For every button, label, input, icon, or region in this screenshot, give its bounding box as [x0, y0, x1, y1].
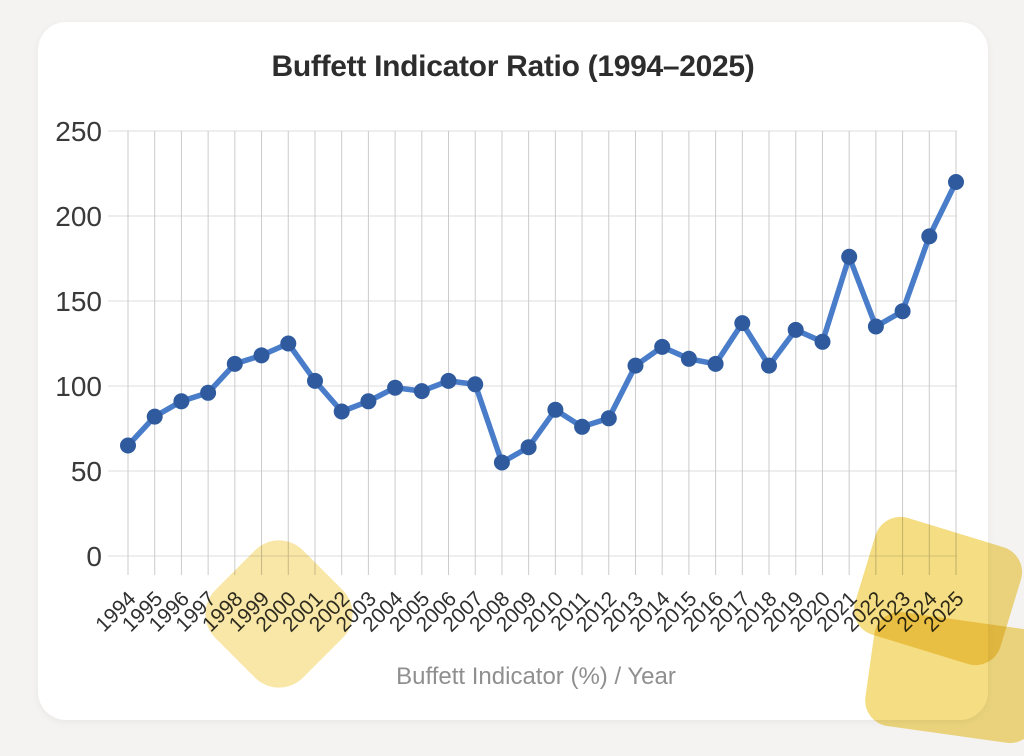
data-point-2024	[921, 228, 938, 245]
data-point-1996	[173, 393, 190, 410]
data-point-2008	[493, 454, 510, 471]
data-point-2000	[280, 335, 297, 352]
data-point-2002	[333, 403, 350, 420]
data-point-2021	[841, 248, 858, 265]
x-axis-tick-labels: 1994199519961997199819992000200120022003…	[91, 587, 968, 637]
data-point-markers	[120, 174, 964, 471]
data-point-1997	[200, 384, 217, 401]
y-tick-label-250: 250	[55, 116, 102, 147]
vertical-gridlines	[127, 131, 957, 575]
y-tick-label-50: 50	[71, 456, 102, 487]
y-tick-label-150: 150	[55, 286, 102, 317]
data-point-2025	[948, 174, 964, 190]
data-point-2014	[654, 338, 671, 355]
data-point-1998	[226, 355, 243, 372]
data-point-2007	[467, 376, 484, 393]
data-point-2012	[600, 410, 617, 427]
data-point-2019	[787, 321, 804, 338]
data-point-2017	[734, 315, 751, 332]
data-point-2001	[307, 372, 323, 389]
data-point-2016	[707, 355, 724, 372]
data-point-1999	[253, 347, 270, 364]
data-point-2009	[520, 439, 537, 456]
data-point-2015	[680, 350, 697, 367]
data-point-2005	[413, 383, 430, 400]
data-series-line	[125, 179, 959, 466]
data-point-2018	[761, 357, 777, 374]
chart-title: Buffett Indicator Ratio (1994–2025)	[271, 50, 755, 83]
data-point-2013	[627, 357, 644, 374]
data-point-1994	[120, 437, 136, 454]
data-point-2003	[360, 393, 377, 410]
data-point-2004	[387, 379, 404, 396]
y-tick-label-200: 200	[55, 201, 102, 232]
data-point-2011	[574, 418, 591, 435]
data-point-2010	[547, 401, 564, 418]
data-point-2022	[867, 318, 884, 335]
buffett-indicator-line-chart: 0 50 100 150 200 250 1994199519961997199819992…	[55, 116, 968, 637]
chart-card: Buffett Indicator Ratio (1994–2025) 0 50 1…	[38, 22, 988, 720]
y-axis-tick-labels: 0 50 100 150 200 250	[55, 116, 102, 572]
data-point-1995	[146, 408, 163, 425]
y-tick-label-100: 100	[55, 371, 102, 402]
x-axis-title: Buffett Indicator (%) / Year	[396, 663, 676, 690]
y-tick-label-0: 0	[86, 541, 102, 572]
data-point-2023	[894, 303, 911, 320]
data-point-2020	[814, 333, 831, 350]
data-point-2006	[440, 372, 457, 389]
